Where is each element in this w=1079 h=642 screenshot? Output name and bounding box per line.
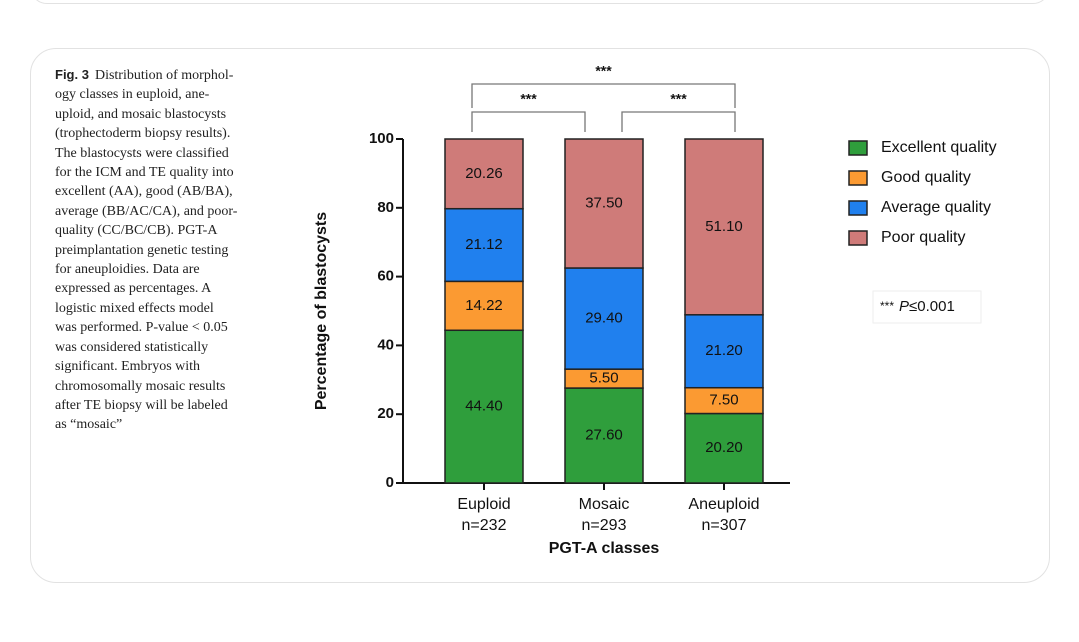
x-tick-sublabel: n=232 — [462, 517, 507, 534]
note: *** P≤0.001 — [880, 298, 955, 315]
note-part: P — [899, 298, 909, 315]
value-label: 37.50 — [585, 194, 623, 211]
caption-text: The blastocysts were classified — [55, 145, 229, 161]
caption-text: Distribution of morphol- — [94, 68, 234, 83]
value-label: 5.50 — [589, 370, 618, 387]
x-tick-label: Mosaic — [579, 496, 630, 513]
caption-text: ogy classes in euploid, ane- — [55, 87, 210, 103]
caption-text: logistic mixed effects model — [55, 300, 214, 316]
significance-label: *** — [670, 91, 687, 107]
legend-label: Poor quality — [881, 229, 966, 246]
caption-text: uploid, and mosaic blastocysts — [55, 106, 227, 122]
caption-line: significant. Embryos with — [55, 357, 285, 376]
caption-line: Fig. 3 Distribution of morphol- — [55, 65, 285, 85]
value-label: 29.40 — [585, 310, 623, 327]
bar-segment — [564, 138, 644, 269]
bar-segment — [564, 387, 644, 484]
caption-text: for aneuploidies. Data are — [55, 262, 200, 278]
y-tick-label: 20 — [377, 405, 394, 422]
significance-bracket — [471, 83, 736, 108]
caption-text: as “mosaic” — [55, 417, 123, 433]
note-part: ≤0.001 — [909, 298, 955, 315]
caption-text: significant. Embryos with — [55, 359, 201, 375]
value-label: 27.60 — [585, 426, 623, 443]
legend-swatch — [848, 230, 868, 246]
caption-text: preimplantation genetic testing — [55, 242, 229, 258]
caption-label: Fig. 3 — [55, 67, 89, 82]
bar-segment — [444, 207, 524, 283]
caption-line: was considered statistically — [55, 338, 285, 357]
caption-text: (trophectoderm biopsy results). — [55, 126, 231, 142]
x-tick-sublabel: n=293 — [582, 517, 627, 534]
value-label: 51.10 — [705, 218, 743, 235]
x-tick-sublabel: n=307 — [702, 517, 747, 534]
caption-line: (trophectoderm biopsy results). — [55, 124, 285, 143]
bar-segment — [444, 138, 524, 210]
caption-text: for the ICM and TE quality into — [55, 165, 234, 181]
value-label: 20.26 — [465, 165, 503, 182]
caption-line: average (BB/AC/CA), and poor- — [55, 202, 285, 221]
y-tick-label: 80 — [377, 199, 394, 216]
y-axis-title: Percentage of blastocysts — [313, 212, 330, 410]
x-axis-title: PGT-A classes — [549, 540, 660, 557]
caption-text: chromosomally mosaic results — [55, 378, 226, 394]
caption-line: for the ICM and TE quality into — [55, 163, 285, 182]
value-label: 21.20 — [705, 342, 743, 359]
caption-line: The blastocysts were classified — [55, 144, 285, 163]
significance-bracket — [471, 111, 586, 132]
caption-line: for aneuploidies. Data are — [55, 260, 285, 279]
value-label: 21.12 — [465, 236, 503, 253]
caption-line: was performed. P-value < 0.05 — [55, 318, 285, 337]
x-tick-label: Euploid — [457, 496, 510, 513]
note-box — [872, 290, 982, 324]
caption-line: expressed as percentages. A — [55, 279, 285, 298]
legend-label: Excellent quality — [881, 139, 997, 156]
significance-label: *** — [520, 91, 537, 107]
caption-line: preimplantation genetic testing — [55, 241, 285, 260]
caption-line: ogy classes in euploid, ane- — [55, 85, 285, 104]
value-label: 7.50 — [709, 392, 738, 409]
legend-label: Average quality — [881, 199, 991, 216]
significance-label: *** — [595, 63, 612, 79]
caption-text: after TE biopsy will be labeled — [55, 397, 228, 413]
legend-swatch — [848, 170, 868, 186]
note-part: *** — [880, 299, 894, 313]
value-label: 14.22 — [465, 297, 503, 314]
caption-text: was performed. P-value < 0.05 — [55, 320, 228, 336]
legend-swatch — [848, 140, 868, 156]
caption-line: as “mosaic” — [55, 415, 285, 434]
y-tick-label: 100 — [369, 130, 394, 147]
y-tick-label: 40 — [377, 336, 394, 353]
caption-line: chromosomally mosaic results — [55, 377, 285, 396]
caption-line: excellent (AA), good (AB/BA), — [55, 182, 285, 201]
caption-line: quality (CC/BC/CB). PGT-A — [55, 221, 285, 240]
bar-segment — [444, 280, 524, 332]
bar-segment — [564, 267, 644, 370]
caption-text: average (BB/AC/CA), and poor- — [55, 203, 238, 219]
y-tick-label: 60 — [377, 268, 394, 285]
value-label: 20.20 — [705, 439, 743, 456]
caption-line: logistic mixed effects model — [55, 299, 285, 318]
legend-label: Good quality — [881, 169, 971, 186]
bar-segment — [684, 138, 764, 316]
value-label: 44.40 — [465, 398, 503, 415]
legend-swatch — [848, 200, 868, 216]
caption-text: expressed as percentages. A — [55, 281, 212, 297]
bar-segment — [684, 412, 764, 484]
caption-line: after TE biopsy will be labeled — [55, 396, 285, 415]
y-tick-label: 0 — [386, 474, 394, 491]
caption-text: was considered statistically — [55, 339, 209, 355]
bar-segment — [444, 329, 524, 484]
caption-text: quality (CC/BC/CB). PGT-A — [55, 223, 218, 239]
caption-text: excellent (AA), good (AB/BA), — [55, 184, 233, 200]
caption: Fig. 3 Distribution of morphol-ogy classe… — [55, 65, 285, 435]
x-tick-label: Aneuploid — [688, 496, 759, 513]
significance-bracket — [621, 111, 736, 132]
caption-line: uploid, and mosaic blastocysts — [55, 105, 285, 124]
